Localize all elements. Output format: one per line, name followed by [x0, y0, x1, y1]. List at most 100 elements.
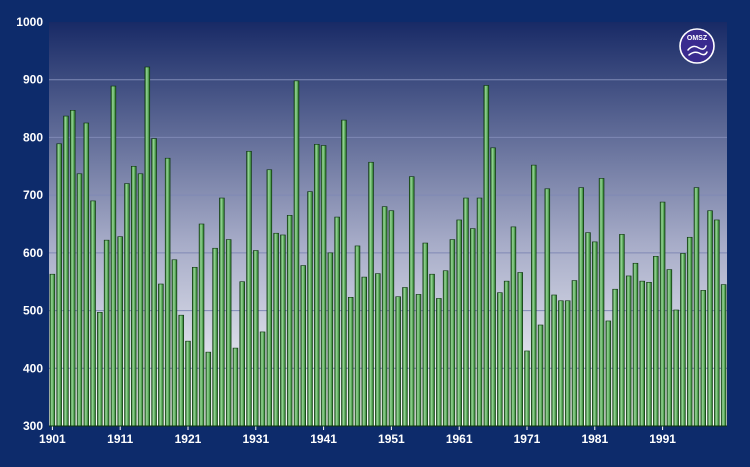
- bar-1937: [293, 80, 300, 427]
- bar-1944: [341, 119, 347, 427]
- x-tick-label: 1911: [107, 432, 133, 446]
- bar-1993: [673, 309, 679, 427]
- bar-1909: [103, 239, 110, 427]
- bar-1916: [151, 138, 157, 427]
- y-tick-label: 300: [23, 419, 43, 433]
- bar-1998: [707, 210, 713, 427]
- bar-1908: [97, 311, 103, 427]
- bar-1907: [90, 200, 96, 427]
- bar-1940: [314, 144, 320, 427]
- bar-1914: [137, 173, 144, 427]
- bar-1923: [198, 223, 205, 427]
- bar-1927: [225, 239, 232, 427]
- bar-1945: [347, 296, 354, 427]
- bar-1986: [625, 275, 632, 427]
- bar-1936: [286, 215, 293, 427]
- bar-1912: [124, 183, 130, 427]
- bar-1918: [164, 157, 171, 427]
- y-tick-label: 400: [23, 361, 43, 375]
- bar-1983: [605, 320, 612, 427]
- bar-2000: [720, 284, 727, 427]
- bar-1932: [259, 331, 266, 427]
- bar-1999: [714, 219, 720, 427]
- bar-1920: [178, 314, 184, 427]
- bar-1967: [497, 292, 503, 427]
- x-tick-label: 1921: [175, 432, 202, 446]
- bars: [49, 66, 727, 427]
- bar-1921: [185, 340, 191, 427]
- bar-1952: [395, 296, 401, 427]
- bar-1974: [544, 188, 551, 427]
- bar-1924: [205, 351, 212, 427]
- bar-1989: [646, 281, 652, 427]
- y-tick-label: 700: [23, 188, 43, 202]
- bar-1915: [144, 66, 151, 427]
- bar-1942: [327, 252, 334, 427]
- bar-1905: [76, 173, 83, 427]
- bar-1943: [334, 216, 340, 427]
- y-tick-label: 1000: [16, 15, 43, 29]
- bar-1928: [232, 347, 239, 427]
- bar-1990: [653, 256, 659, 427]
- bar-1935: [280, 234, 286, 427]
- bar-1991: [659, 201, 666, 427]
- x-axis-ticks: 1901 1911 1921 1931 1941 1951 1961 1971 1981 1991: [39, 426, 676, 446]
- x-tick-label: 1991: [649, 432, 676, 446]
- y-tick-label: 600: [23, 246, 43, 260]
- bar-1929: [239, 281, 245, 427]
- bar-1958: [436, 298, 442, 427]
- bar-1953: [402, 287, 408, 427]
- bar-1922: [192, 266, 198, 427]
- bar-1994: [680, 253, 686, 427]
- x-tick-label: 1971: [514, 432, 541, 446]
- x-tick-label: 1901: [39, 432, 66, 446]
- bar-1904: [69, 110, 76, 427]
- x-tick-label: 1931: [242, 432, 269, 446]
- bar-1938: [300, 265, 306, 427]
- bar-1906: [83, 122, 90, 427]
- bar-1941: [320, 145, 327, 427]
- bar-1913: [131, 165, 137, 427]
- bar-1947: [361, 276, 368, 427]
- bar-1910: [110, 85, 117, 427]
- bar-1995: [686, 236, 693, 427]
- bar-1980: [585, 232, 591, 427]
- bar-1934: [273, 232, 279, 427]
- plot-area: [49, 22, 727, 426]
- bar-1960: [449, 239, 456, 427]
- bar-1930: [246, 150, 252, 427]
- bar-1911: [117, 236, 123, 427]
- bar-1977: [564, 300, 571, 427]
- bar-1901: [49, 273, 56, 427]
- bar-1926: [219, 197, 225, 427]
- bar-1971: [524, 350, 530, 427]
- x-tick-label: 1951: [378, 432, 405, 446]
- bar-1950: [381, 206, 388, 427]
- bar-1984: [612, 288, 618, 427]
- bar-1969: [510, 226, 517, 427]
- bar-1997: [700, 290, 707, 427]
- bar-1987: [632, 262, 639, 427]
- bar-1965: [483, 85, 490, 427]
- bar-1981: [592, 241, 598, 427]
- bar-1966: [490, 147, 496, 427]
- bar-1959: [442, 270, 449, 427]
- bar-1949: [375, 273, 381, 427]
- bar-1933: [266, 169, 273, 427]
- omsz-logo-icon: OMSZ: [679, 28, 715, 64]
- bar-1931: [253, 250, 259, 427]
- bar-1970: [517, 272, 523, 427]
- y-tick-label: 500: [23, 304, 43, 318]
- x-tick-label: 1941: [310, 432, 337, 446]
- bar-1946: [354, 245, 361, 427]
- bar-1917: [158, 283, 164, 427]
- bar-1996: [693, 187, 700, 427]
- x-tick-label: 1961: [446, 432, 473, 446]
- bar-1962: [463, 197, 469, 427]
- bar-1955: [415, 294, 422, 427]
- bar-1948: [368, 161, 374, 427]
- bar-1903: [63, 115, 69, 427]
- bar-1988: [639, 280, 645, 427]
- bar-1982: [598, 178, 605, 427]
